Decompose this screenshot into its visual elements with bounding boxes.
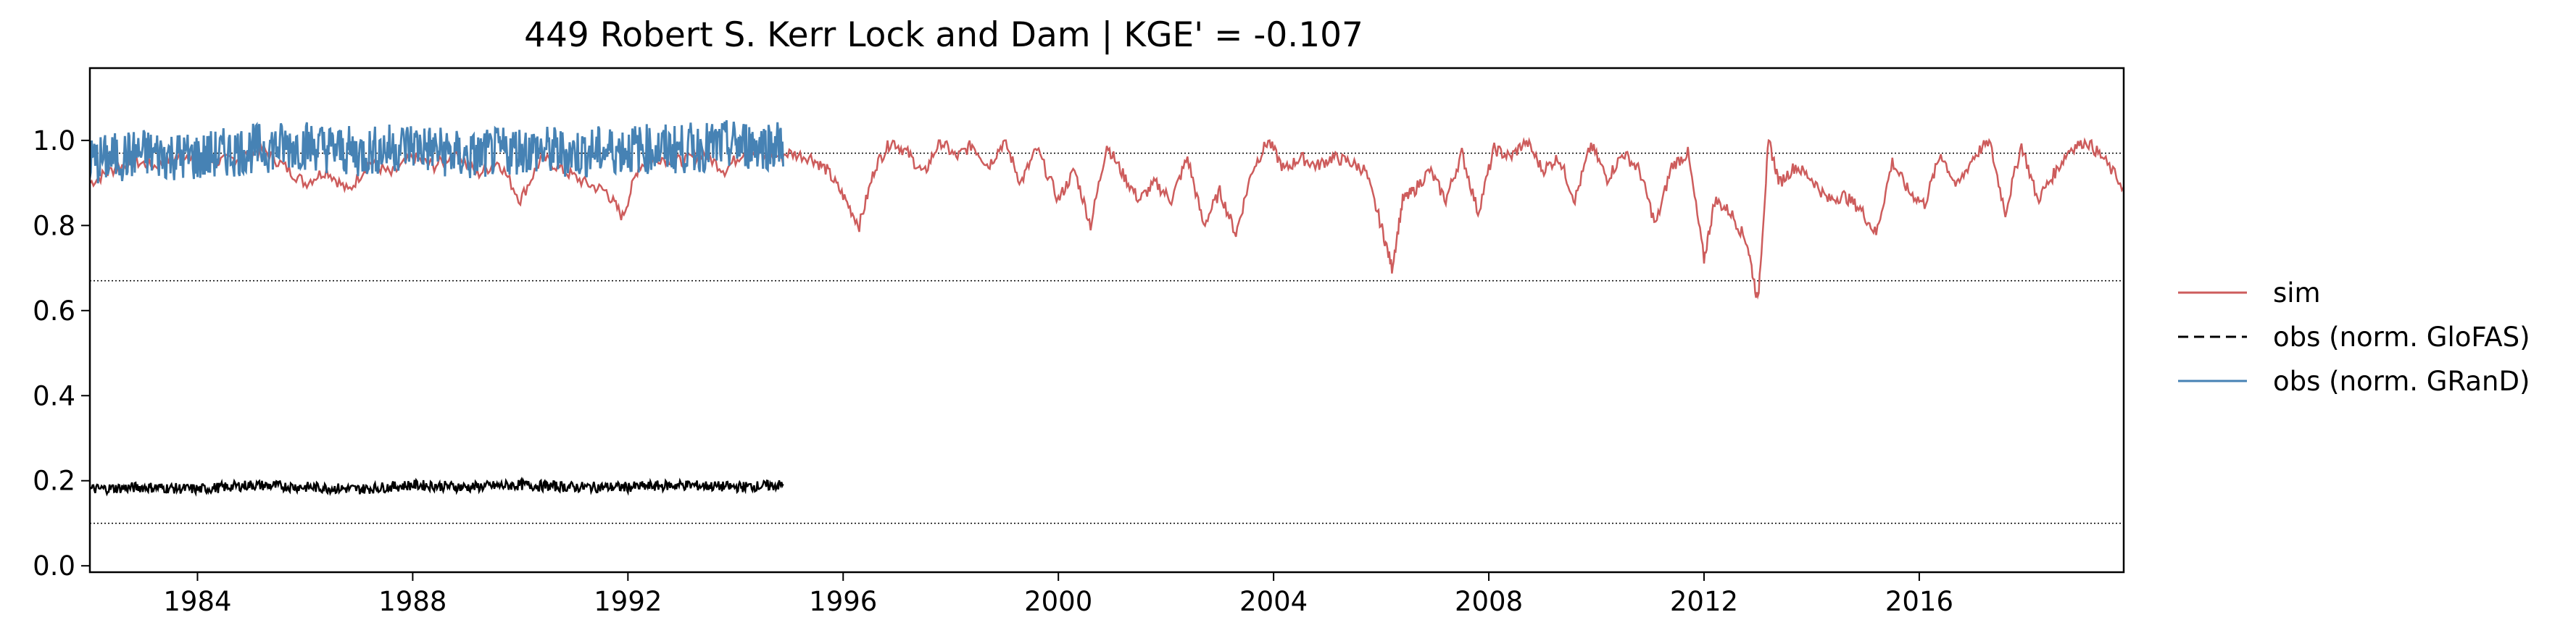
- y-tick-label: 0.8: [33, 210, 75, 241]
- y-tick-label: 0.6: [33, 296, 75, 327]
- x-tick-label: 2004: [1239, 586, 1308, 617]
- y-tick-label: 1.0: [33, 125, 75, 156]
- legend-label: obs (norm. GloFAS): [2273, 322, 2530, 353]
- legend-label: sim: [2273, 277, 2321, 309]
- plot-area: 1984 1988 1992 1996 2000 2004 2008 2012 2016 0.0 0…: [33, 67, 2125, 617]
- x-tick-label: 1984: [163, 586, 231, 617]
- x-tick-label: 1988: [378, 586, 446, 617]
- axes-frame: [88, 67, 2125, 574]
- series-line-2: [90, 120, 784, 184]
- y-tick-label: 0.0: [33, 550, 75, 582]
- x-tick-label: 1996: [809, 586, 877, 617]
- series-line-0: [90, 136, 2124, 300]
- chart-title: 449 Robert S. Kerr Lock and Dam | KGE' =…: [524, 15, 1363, 55]
- x-tick-label: 2008: [1455, 586, 1523, 617]
- x-tick-label: 1992: [594, 586, 662, 617]
- legend: sim obs (norm. GloFAS) obs (norm. GRanD): [2178, 277, 2530, 397]
- x-tick-label: 2016: [1885, 586, 1953, 617]
- y-tick-label: 0.2: [33, 466, 75, 497]
- x-tick-label: 2000: [1024, 586, 1092, 617]
- x-tick-label: 2012: [1670, 586, 1738, 617]
- legend-label: obs (norm. GRanD): [2273, 366, 2530, 397]
- series-line-1: [90, 477, 784, 497]
- y-tick-label: 0.4: [33, 380, 75, 411]
